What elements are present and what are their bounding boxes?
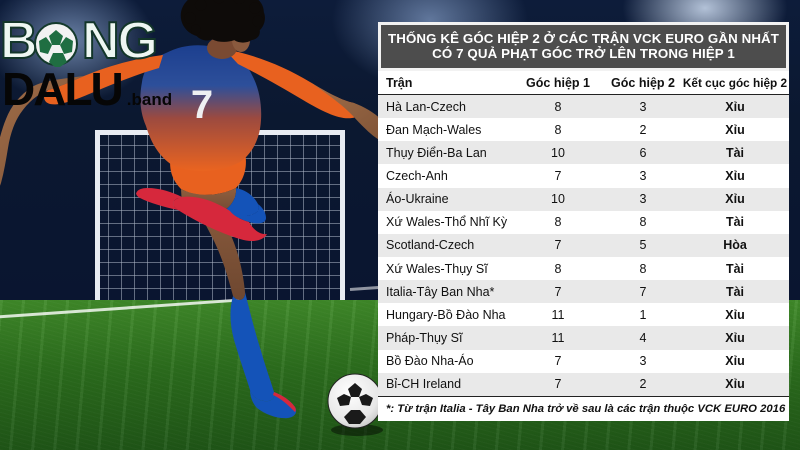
- svg-text:B: B: [0, 14, 36, 69]
- svg-text:NG: NG: [82, 14, 156, 69]
